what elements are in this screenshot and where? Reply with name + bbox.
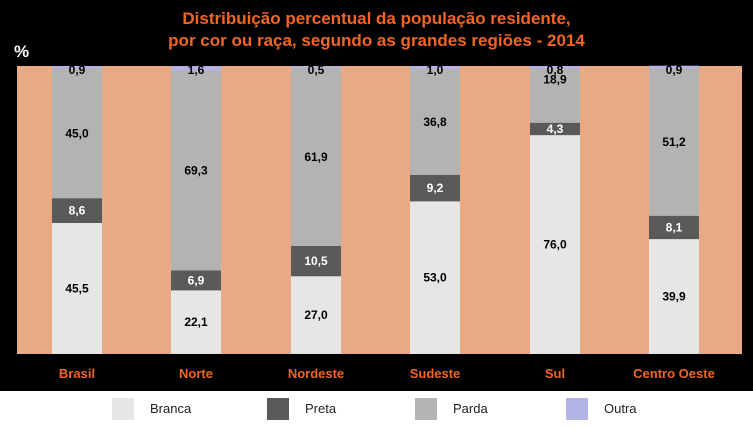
bar-parda-brasil	[52, 68, 102, 199]
bar-preta-norte	[171, 270, 221, 291]
category-label-centro-oeste: Centro Oeste	[633, 366, 715, 381]
data-label-branca-centro-oeste: 39,9	[662, 290, 686, 304]
data-label-branca-sudeste: 53,0	[423, 271, 447, 285]
legend-swatch-branca	[112, 398, 134, 420]
data-label-preta-centro-oeste: 8,1	[666, 220, 683, 234]
bar-parda-centro-oeste	[649, 68, 699, 216]
data-label-branca-brasil: 45,5	[65, 281, 89, 295]
bar-branca-sul	[530, 135, 580, 354]
bar-outra-brasil	[52, 66, 102, 69]
data-label-outra-norte: 1,6	[188, 63, 205, 77]
bar-outra-sudeste	[410, 66, 460, 69]
legend-swatch-preta	[267, 398, 289, 420]
data-label-branca-nordeste: 27,0	[304, 308, 328, 322]
plot-area	[17, 66, 742, 354]
data-label-preta-sudeste: 9,2	[427, 181, 444, 195]
data-label-outra-sul: 0,8	[547, 63, 564, 77]
legend-label-parda: Parda	[453, 401, 488, 416]
bar-parda-sul	[530, 68, 580, 123]
stacked-bar-chart: 45,5 8,6 45,0 0,9 Brasil 22,1 6,9 69,3 1,6 Norte 2…	[17, 63, 742, 381]
legend-label-branca: Branca	[150, 401, 192, 416]
bar-branca-brasil	[52, 222, 102, 354]
bar-outra-nordeste	[291, 66, 341, 68]
bar-branca-centro-oeste	[649, 239, 699, 354]
legend-label-preta: Preta	[305, 401, 337, 416]
bar-parda-sudeste	[410, 68, 460, 175]
data-label-parda-brasil: 45,0	[65, 126, 89, 140]
category-label-norte: Norte	[179, 366, 213, 381]
legend-label-outra: Outra	[604, 401, 637, 416]
bar-branca-nordeste	[291, 276, 341, 354]
category-label-sudeste: Sudeste	[410, 366, 461, 381]
bar-outra-centro-oeste	[649, 65, 699, 69]
data-label-branca-sul: 76,0	[543, 238, 567, 252]
data-label-parda-centro-oeste: 51,2	[662, 135, 686, 149]
data-label-parda-sudeste: 36,8	[423, 115, 447, 129]
data-label-branca-norte: 22,1	[184, 315, 208, 329]
data-label-preta-nordeste: 10,5	[304, 254, 328, 268]
data-label-outra-centro-oeste: 0,9	[666, 63, 683, 77]
data-label-outra-nordeste: 0,5	[308, 63, 325, 77]
data-label-outra-brasil: 0,9	[69, 63, 86, 77]
bar-preta-sudeste	[410, 174, 460, 202]
category-label-sul: Sul	[545, 366, 565, 381]
y-axis-label: %	[14, 42, 30, 61]
data-label-preta-brasil: 8,6	[69, 204, 86, 218]
bar-parda-nordeste	[291, 67, 341, 246]
data-label-preta-sul: 4,3	[547, 122, 564, 136]
data-label-preta-norte: 6,9	[188, 273, 205, 287]
bar-parda-norte	[171, 70, 221, 271]
bar-outra-sul	[530, 66, 580, 69]
chart-title-line-2: por cor ou raça, segundo as grandes regi…	[168, 31, 585, 50]
data-label-parda-sul: 18,9	[543, 72, 567, 86]
data-label-outra-sudeste: 1,0	[427, 63, 444, 77]
bar-preta-sul	[530, 122, 580, 136]
chart-title-line-1: Distribuição percentual da população res…	[182, 9, 571, 28]
chart-title: Distribuição percentual da população res…	[0, 8, 753, 52]
legend-swatch-parda	[415, 398, 437, 420]
bar-preta-nordeste	[291, 246, 341, 277]
data-label-parda-norte: 69,3	[184, 164, 208, 178]
category-label-brasil: Brasil	[59, 366, 95, 381]
bar-outra-norte	[171, 66, 221, 71]
bar-preta-centro-oeste	[649, 215, 699, 240]
data-label-parda-nordeste: 61,9	[304, 150, 328, 164]
category-label-nordeste: Nordeste	[288, 366, 344, 381]
bar-branca-sudeste	[410, 201, 460, 354]
legend: Branca Preta Parda Outra	[0, 391, 753, 430]
bar-preta-brasil	[52, 198, 102, 223]
legend-swatch-outra	[566, 398, 588, 420]
bar-branca-norte	[171, 290, 221, 354]
